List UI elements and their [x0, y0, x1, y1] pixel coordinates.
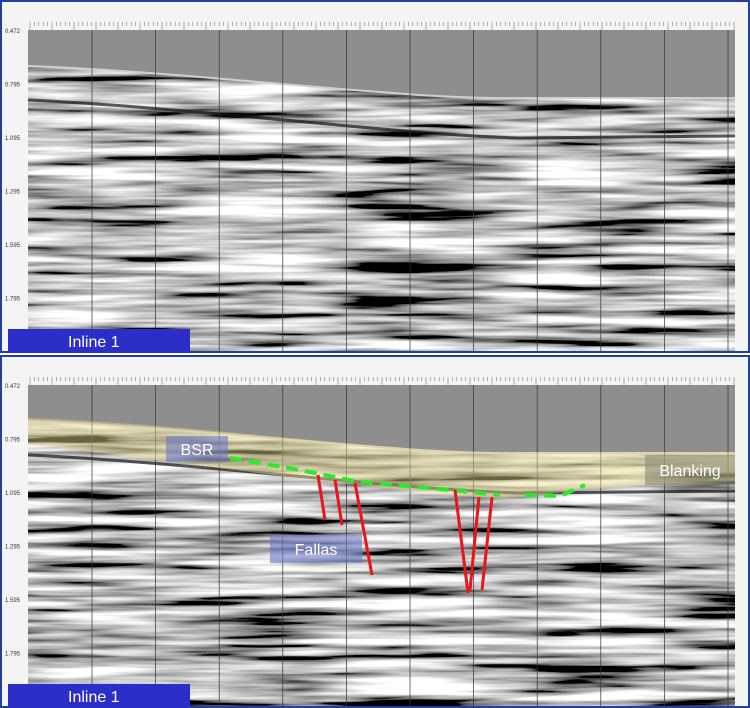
fault [468, 496, 481, 591]
depth-tick-label: 0.472 [5, 384, 21, 390]
water-column [28, 30, 735, 99]
depth-tick-label: 1.795 [5, 297, 21, 303]
seismic-panel: 0.472 0.795 1.095 1.295 1.595 1.795 Inline 1 [0, 355, 750, 708]
depth-tick-label: 0.795 [5, 83, 21, 89]
seafloor-reflector [27, 98, 736, 140]
water-column [28, 385, 735, 454]
label-box [270, 535, 362, 563]
fault [333, 479, 344, 526]
depth-tick-label: 1.295 [5, 190, 21, 196]
bsr-line [229, 456, 501, 497]
fault [353, 482, 374, 576]
bsr-label: BSR [181, 442, 214, 459]
depth-tick-label: 0.472 [5, 29, 21, 35]
inline-label: Inline 1 [68, 689, 120, 706]
seismic-panel: 0.472 0.795 1.095 1.295 1.595 1.795 Inline 1 [0, 0, 750, 353]
depth-tick-label: 1.795 [5, 652, 21, 658]
top-ruler [2, 2, 748, 30]
inline-badge [8, 329, 190, 353]
label-box [645, 455, 735, 485]
fault [480, 496, 494, 591]
bsr-line [524, 483, 586, 499]
depth-tick-label: 1.595 [5, 243, 21, 249]
depth-tick-label: 1.095 [5, 491, 21, 497]
blanking-label: Blanking [659, 463, 720, 480]
top-ruler [2, 357, 748, 385]
interpretation: BSR Fallas Blanking [28, 418, 735, 594]
seafloor [27, 420, 735, 455]
fallas-label: Fallas [295, 542, 338, 559]
label-box [166, 436, 228, 462]
inline-label: Inline 1 [68, 334, 120, 351]
faults [316, 474, 494, 594]
depth-tick-label: 1.095 [5, 136, 21, 142]
fault [453, 489, 470, 594]
inline-badge [8, 684, 190, 708]
depth-tick-label: 0.795 [5, 438, 21, 444]
depth-tick-label: 1.595 [5, 598, 21, 604]
seafloor [27, 65, 735, 100]
fault [316, 474, 327, 521]
depth-tick-label: 1.295 [5, 545, 21, 551]
